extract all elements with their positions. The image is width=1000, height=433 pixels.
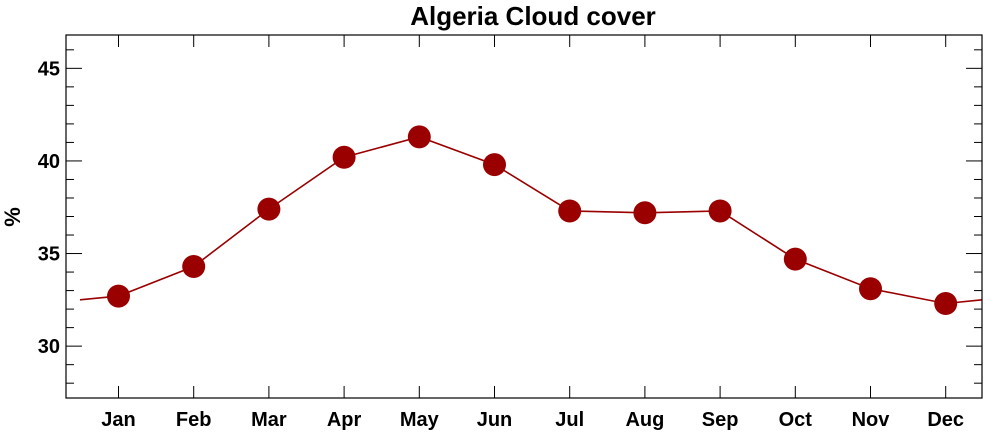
data-point xyxy=(633,201,657,225)
tick-labels: 30 35 40 45 Jan Feb Mar Apr May Jun Jul Aug Sep Oct No… xyxy=(38,58,964,431)
x-tick-label: Dec xyxy=(927,409,964,431)
data-points xyxy=(107,125,958,316)
y-tick-label: 40 xyxy=(38,151,60,173)
x-tick-label: May xyxy=(400,409,440,431)
data-point xyxy=(558,199,582,223)
data-point xyxy=(407,125,431,149)
y-tick-label: 35 xyxy=(38,244,60,266)
data-point xyxy=(708,199,732,223)
x-tick-label: Apr xyxy=(327,409,362,431)
x-tick-label: Sep xyxy=(702,409,739,431)
x-tick-label: Nov xyxy=(852,409,891,431)
x-tick-label: Feb xyxy=(176,409,212,431)
y-axis-label: % xyxy=(0,207,25,227)
data-point xyxy=(934,292,958,316)
y-tick-label: 30 xyxy=(38,336,60,358)
plot-frame xyxy=(65,34,983,399)
data-point xyxy=(107,284,130,308)
data-point xyxy=(859,277,882,301)
x-tick-label: Aug xyxy=(625,409,664,431)
data-point xyxy=(332,145,356,169)
x-tick-label: Jun xyxy=(477,409,513,431)
axis-ticks xyxy=(66,35,982,398)
data-point xyxy=(257,197,281,221)
data-point xyxy=(483,153,506,177)
series-line xyxy=(79,136,983,305)
x-tick-label: Jul xyxy=(555,409,584,431)
x-tick-label: Mar xyxy=(251,409,287,431)
data-point xyxy=(182,255,206,279)
x-tick-label: Jan xyxy=(101,409,135,431)
y-tick-label: 45 xyxy=(38,58,60,80)
x-tick-label: Oct xyxy=(779,409,813,431)
chart-title: Algeria Cloud cover xyxy=(410,1,656,31)
data-point xyxy=(783,247,807,271)
